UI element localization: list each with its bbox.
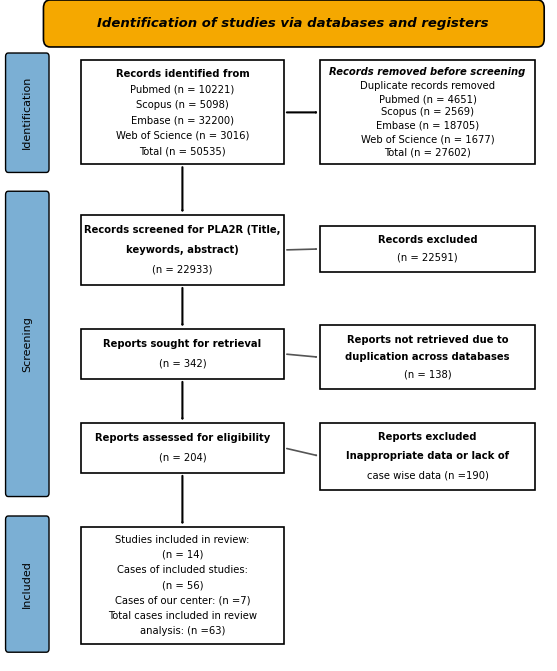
Text: Identification of studies via databases and registers: Identification of studies via databases … [97, 17, 488, 30]
Text: analysis: (n =63): analysis: (n =63) [140, 626, 225, 636]
Text: Records identified from: Records identified from [115, 68, 250, 79]
Text: Reports assessed for eligibility: Reports assessed for eligibility [95, 433, 270, 443]
Text: Embase (n = 32200): Embase (n = 32200) [131, 115, 234, 125]
FancyBboxPatch shape [320, 423, 535, 490]
FancyBboxPatch shape [6, 191, 49, 497]
Text: Cases of our center: (n =7): Cases of our center: (n =7) [115, 596, 250, 606]
FancyBboxPatch shape [81, 527, 284, 644]
Text: (n = 14): (n = 14) [162, 550, 203, 560]
Text: Pubmed (n = 10221): Pubmed (n = 10221) [130, 84, 234, 94]
Text: (n = 138): (n = 138) [404, 370, 451, 380]
Text: Screening: Screening [22, 316, 32, 372]
Text: Records screened for PLA2R (Title,: Records screened for PLA2R (Title, [84, 225, 281, 235]
Text: (n = 22933): (n = 22933) [152, 265, 213, 275]
Text: Total (n = 27602): Total (n = 27602) [384, 148, 471, 158]
Text: Records excluded: Records excluded [378, 236, 477, 245]
FancyBboxPatch shape [81, 215, 284, 285]
Text: (n = 56): (n = 56) [162, 580, 203, 590]
Text: Total cases included in review: Total cases included in review [108, 611, 257, 621]
Text: duplication across databases: duplication across databases [345, 352, 510, 362]
FancyBboxPatch shape [81, 423, 284, 473]
Text: (n = 204): (n = 204) [159, 453, 206, 463]
Text: (n = 342): (n = 342) [159, 359, 206, 369]
Text: Inappropriate data or lack of: Inappropriate data or lack of [346, 452, 509, 461]
Text: Included: Included [22, 560, 32, 608]
Text: Reports not retrieved due to: Reports not retrieved due to [347, 335, 508, 345]
FancyBboxPatch shape [320, 226, 535, 272]
Text: (n = 22591): (n = 22591) [397, 253, 458, 262]
FancyBboxPatch shape [6, 516, 49, 652]
FancyBboxPatch shape [43, 0, 544, 47]
Text: Studies included in review:: Studies included in review: [115, 535, 250, 545]
Text: keywords, abstract): keywords, abstract) [126, 245, 239, 255]
Text: case wise data (n =190): case wise data (n =190) [367, 470, 488, 480]
FancyBboxPatch shape [6, 53, 49, 172]
Text: Duplicate records removed: Duplicate records removed [360, 81, 495, 91]
Text: Scopus (n = 2569): Scopus (n = 2569) [381, 107, 474, 117]
FancyBboxPatch shape [320, 325, 535, 389]
Text: Cases of included studies:: Cases of included studies: [117, 565, 248, 575]
Text: Embase (n = 18705): Embase (n = 18705) [376, 121, 479, 131]
Text: Pubmed (n = 4651): Pubmed (n = 4651) [379, 94, 476, 104]
Text: Web of Science (n = 3016): Web of Science (n = 3016) [116, 131, 249, 141]
FancyBboxPatch shape [81, 60, 284, 164]
Text: Scopus (n = 5098): Scopus (n = 5098) [136, 99, 229, 109]
Text: Reports sought for retrieval: Reports sought for retrieval [104, 339, 261, 349]
FancyBboxPatch shape [320, 60, 535, 164]
Text: Web of Science (n = 1677): Web of Science (n = 1677) [361, 134, 494, 144]
Text: Total (n = 50535): Total (n = 50535) [139, 146, 226, 156]
Text: Identification: Identification [22, 76, 32, 150]
Text: Records removed before screening: Records removed before screening [329, 67, 526, 77]
Text: Reports excluded: Reports excluded [378, 433, 477, 442]
FancyBboxPatch shape [81, 329, 284, 379]
